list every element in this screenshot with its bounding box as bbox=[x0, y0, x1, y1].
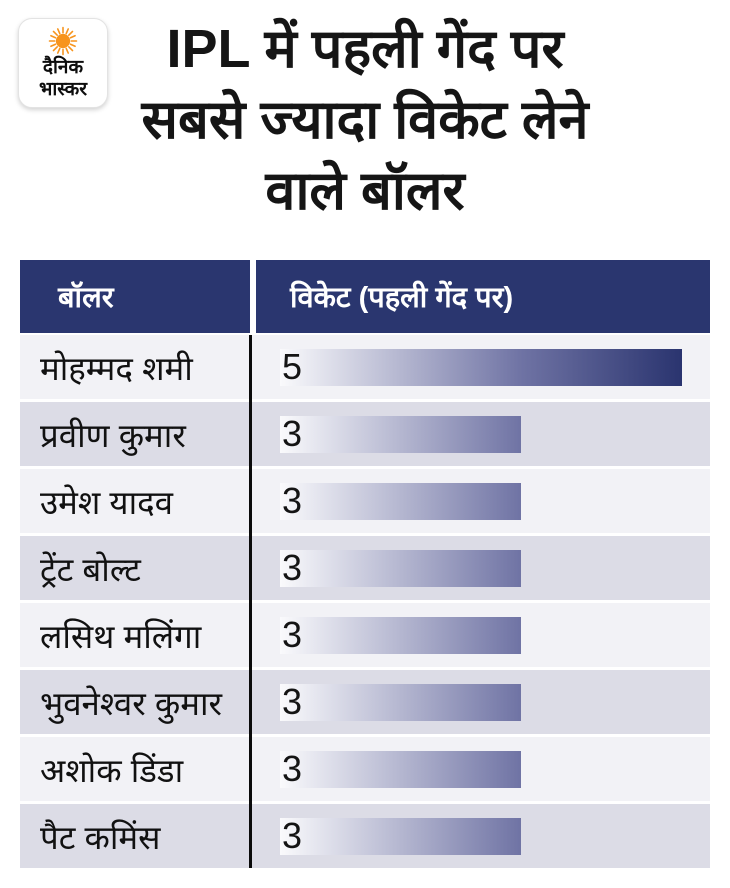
wickets-bar-cell: 3 bbox=[256, 536, 710, 600]
wickets-bar-cell: 3 bbox=[256, 737, 710, 801]
wickets-bar bbox=[280, 616, 522, 654]
bowler-name: लसिथ मलिंगा bbox=[40, 617, 202, 655]
table-row: ट्रेंट बोल्ट 3 bbox=[20, 536, 710, 600]
wickets-bar-cell: 3 bbox=[256, 402, 710, 466]
table-row: उमेश यादव 3 bbox=[20, 469, 710, 533]
wickets-value: 3 bbox=[282, 748, 303, 789]
table-row: मोहम्मद शमी 5 bbox=[20, 335, 710, 399]
table-row: प्रवीण कुमार 3 bbox=[20, 402, 710, 466]
bowler-wickets-table: बॉलर विकेट (पहली गेंद पर) मोहम्मद शमी 5 … bbox=[20, 260, 710, 868]
logo-text-line2: भास्कर bbox=[38, 79, 88, 100]
wickets-bar-cell: 3 bbox=[256, 469, 710, 533]
bowler-name: अशोक डिंडा bbox=[40, 751, 184, 789]
header-cell-bowler: बॉलर bbox=[20, 260, 250, 333]
wickets-bar bbox=[280, 482, 522, 520]
wickets-bar bbox=[280, 750, 522, 788]
header-column-gap bbox=[250, 260, 256, 333]
wickets-value: 5 bbox=[282, 346, 303, 387]
title-line-3: वाले बॉलर bbox=[265, 161, 465, 221]
wickets-value: 3 bbox=[282, 413, 303, 454]
sun-icon bbox=[48, 26, 78, 56]
page-title: IPL में पहली गेंद पर सबसे ज्यादा विकेट ल… bbox=[0, 14, 730, 227]
bowler-name: प्रवीण कुमार bbox=[40, 416, 186, 454]
wickets-bar bbox=[280, 415, 522, 453]
wickets-bar-cell: 3 bbox=[256, 670, 710, 734]
column-divider-line bbox=[249, 335, 252, 868]
logo-text-line1: दैनिक bbox=[42, 57, 84, 78]
bowler-name: मोहम्मद शमी bbox=[40, 349, 193, 387]
title-line-2: सबसे ज्यादा विकेट लेने bbox=[141, 90, 589, 150]
bowler-name: भुवनेश्वर कुमार bbox=[40, 684, 223, 722]
wickets-bar-cell: 3 bbox=[256, 804, 710, 868]
table-row: लसिथ मलिंगा 3 bbox=[20, 603, 710, 667]
bowler-name: ट्रेंट बोल्ट bbox=[40, 550, 141, 588]
table-header-row: बॉलर विकेट (पहली गेंद पर) bbox=[20, 260, 710, 333]
wickets-value: 3 bbox=[282, 614, 303, 655]
wickets-bar-cell: 3 bbox=[256, 603, 710, 667]
wickets-bar-cell: 5 bbox=[256, 335, 710, 399]
wickets-bar bbox=[280, 817, 522, 855]
wickets-bar bbox=[280, 549, 522, 587]
table-row: भुवनेश्वर कुमार 3 bbox=[20, 670, 710, 734]
wickets-value: 3 bbox=[282, 480, 303, 521]
dainik-bhaskar-logo: दैनिक भास्कर bbox=[18, 18, 108, 108]
bowler-name: पैट कमिंस bbox=[40, 818, 161, 856]
table-row: पैट कमिंस 3 bbox=[20, 804, 710, 868]
wickets-bar bbox=[280, 348, 682, 386]
table-row: अशोक डिंडा 3 bbox=[20, 737, 710, 801]
header-cell-wickets: विकेट (पहली गेंद पर) bbox=[256, 260, 710, 333]
bowler-name: उमेश यादव bbox=[40, 483, 173, 521]
wickets-value: 3 bbox=[282, 547, 303, 588]
table-body: मोहम्मद शमी 5 प्रवीण कुमार 3 उमेश यादव 3… bbox=[20, 335, 710, 868]
wickets-value: 3 bbox=[282, 815, 303, 856]
wickets-value: 3 bbox=[282, 681, 303, 722]
wickets-bar bbox=[280, 683, 522, 721]
title-line-1: IPL में पहली गेंद पर bbox=[166, 19, 564, 79]
